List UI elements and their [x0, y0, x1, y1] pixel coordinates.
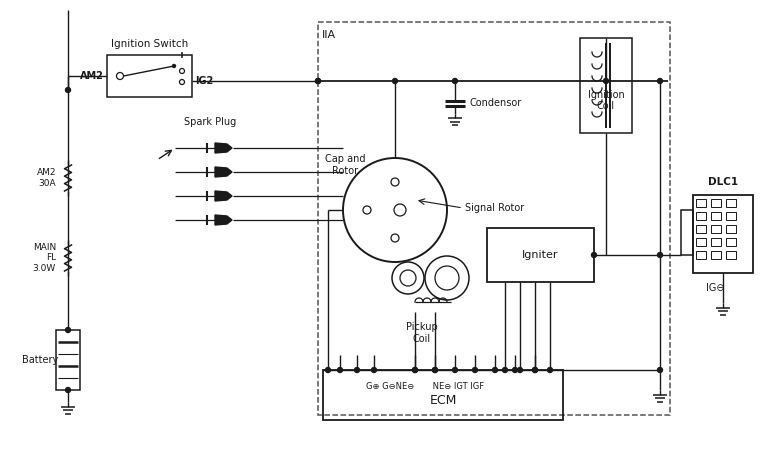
Bar [711, 251, 721, 259]
Circle shape [65, 387, 71, 392]
Bar [696, 238, 706, 246]
Bar [711, 238, 721, 246]
Text: DLC1: DLC1 [708, 177, 738, 187]
Bar [696, 212, 706, 220]
Circle shape [372, 367, 376, 372]
Bar [323, 370, 563, 420]
Bar [681, 210, 693, 255]
Text: G⊕ G⊖NE⊖       NE⊖ IGT IGF: G⊕ G⊖NE⊖ NE⊖ IGT IGF [366, 382, 484, 391]
Text: IG⊖: IG⊖ [706, 283, 724, 293]
Bar [711, 225, 721, 233]
Bar [726, 225, 736, 233]
Bar [696, 199, 706, 207]
Circle shape [532, 367, 538, 372]
Circle shape [65, 328, 71, 333]
Circle shape [657, 252, 663, 257]
Circle shape [518, 367, 522, 372]
Polygon shape [215, 215, 232, 225]
Circle shape [532, 367, 538, 372]
Bar [107, 55, 192, 97]
Text: AM2
30A: AM2 30A [37, 169, 56, 188]
Circle shape [355, 367, 359, 372]
Circle shape [173, 64, 176, 67]
Bar [711, 212, 721, 220]
Circle shape [657, 78, 663, 83]
Polygon shape [215, 167, 232, 177]
Bar [693, 195, 753, 273]
Circle shape [472, 367, 478, 372]
Text: Pickup
Coil: Pickup Coil [406, 322, 438, 343]
Polygon shape [215, 191, 232, 201]
Circle shape [412, 367, 418, 372]
Bar [696, 225, 706, 233]
Circle shape [316, 78, 320, 83]
Text: Ignition Switch: Ignition Switch [111, 39, 188, 49]
Circle shape [432, 367, 438, 372]
Text: Cap and
Rotor: Cap and Rotor [325, 154, 366, 176]
Text: Igniter: Igniter [522, 250, 559, 260]
Bar [726, 251, 736, 259]
Circle shape [492, 367, 498, 372]
Circle shape [316, 78, 320, 83]
Circle shape [604, 78, 608, 83]
Circle shape [432, 367, 438, 372]
Bar [726, 212, 736, 220]
Polygon shape [215, 143, 232, 153]
Circle shape [452, 367, 458, 372]
Bar [580, 38, 632, 133]
Text: Condensor: Condensor [469, 98, 521, 108]
Bar [487, 228, 594, 282]
Text: ECM: ECM [429, 395, 457, 408]
Circle shape [337, 367, 343, 372]
Text: IG2: IG2 [195, 76, 214, 86]
Text: IIA: IIA [322, 30, 336, 40]
Circle shape [326, 367, 330, 372]
Text: Ignition
Coil: Ignition Coil [588, 90, 624, 111]
Bar [56, 330, 80, 390]
Circle shape [548, 367, 552, 372]
Bar [318, 22, 670, 415]
Circle shape [591, 252, 597, 257]
Text: Spark Plug: Spark Plug [184, 117, 236, 127]
Text: MAIN
FL
3.0W: MAIN FL 3.0W [33, 243, 56, 273]
Bar [726, 199, 736, 207]
Circle shape [512, 367, 518, 372]
Bar [726, 238, 736, 246]
Circle shape [502, 367, 508, 372]
Text: Battery: Battery [22, 355, 58, 365]
Text: AM2: AM2 [80, 71, 104, 81]
Circle shape [392, 78, 398, 83]
Bar [696, 251, 706, 259]
Circle shape [452, 78, 458, 83]
Text: Signal Rotor: Signal Rotor [465, 203, 525, 213]
Circle shape [65, 87, 71, 92]
Bar [711, 199, 721, 207]
Circle shape [657, 367, 663, 372]
Circle shape [412, 367, 418, 372]
